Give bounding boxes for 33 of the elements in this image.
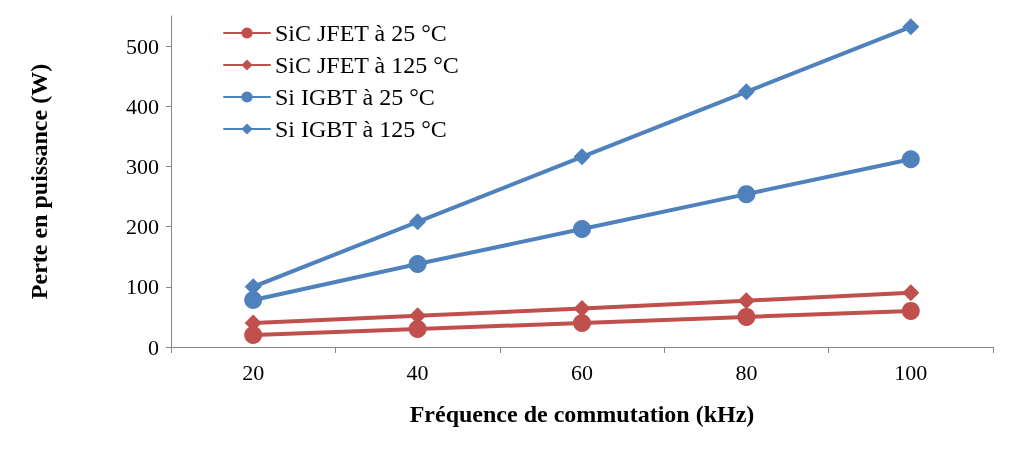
point xyxy=(408,254,427,273)
point xyxy=(573,220,591,239)
point xyxy=(408,319,427,338)
point xyxy=(902,18,920,36)
point xyxy=(573,299,591,317)
legend-label: SiC JFET à 125 °C xyxy=(275,52,459,78)
point xyxy=(737,307,756,326)
x-tick-label: 40 xyxy=(406,359,429,385)
y-tick-label: 300 xyxy=(126,153,159,179)
legend-label: Si IGBT à 125 °C xyxy=(275,116,447,142)
point xyxy=(737,185,756,204)
x-tick-label: 20 xyxy=(242,359,265,385)
point xyxy=(737,83,755,101)
y-tick-label: 100 xyxy=(126,274,159,300)
point xyxy=(573,313,591,332)
point xyxy=(737,292,755,310)
point xyxy=(573,148,591,166)
point xyxy=(902,284,920,302)
y-tick-label: 500 xyxy=(126,33,159,59)
y-tick-label: 200 xyxy=(126,214,159,240)
x-axis-title: Fréquence de commutation (kHz) xyxy=(409,401,755,427)
legend-label: SiC JFET à 25 °C xyxy=(275,20,447,46)
x-tick-label: 60 xyxy=(571,359,593,385)
y-tick-label: 0 xyxy=(148,334,159,360)
x-tick-label: 80 xyxy=(735,359,758,385)
point xyxy=(901,301,920,320)
x-tick-label: 100 xyxy=(894,359,928,385)
point xyxy=(409,213,427,231)
point xyxy=(901,150,920,169)
y-axis-title: Perte en puissance (W) xyxy=(26,63,52,300)
y-tick-label: 400 xyxy=(126,93,159,119)
legend-label: Si IGBT à 25 °C xyxy=(275,84,435,110)
point xyxy=(244,291,263,310)
